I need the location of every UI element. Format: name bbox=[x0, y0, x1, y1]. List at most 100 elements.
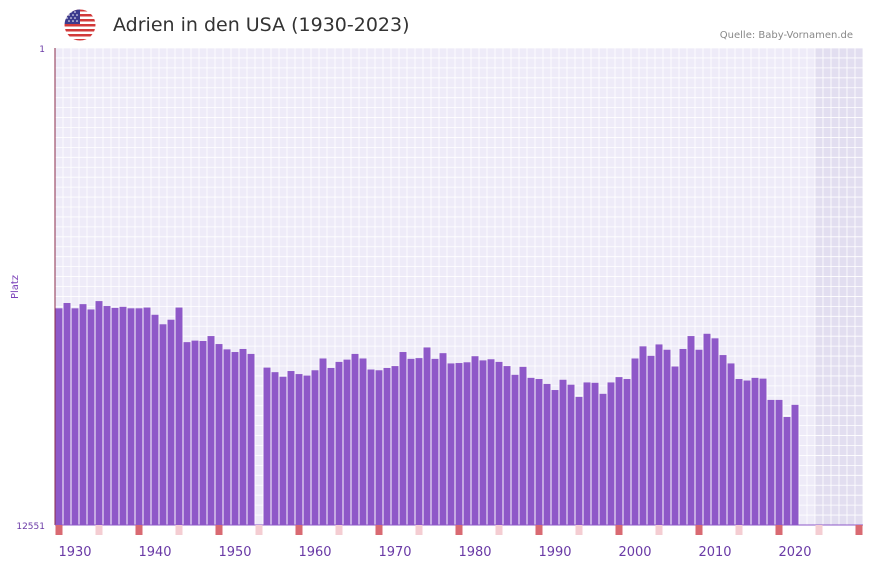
year-marker-2008 bbox=[695, 525, 703, 535]
year-marker-1933 bbox=[95, 525, 103, 535]
bar-1933 bbox=[95, 301, 103, 525]
bar-1943 bbox=[175, 307, 183, 525]
bar-2001 bbox=[639, 346, 647, 525]
bar-1944 bbox=[183, 342, 191, 525]
year-marker-2003 bbox=[655, 525, 663, 535]
bar-2011 bbox=[719, 355, 727, 525]
bar-1938 bbox=[135, 308, 143, 525]
bar-1948 bbox=[215, 344, 223, 525]
bar-2013 bbox=[735, 379, 743, 525]
bar-1946 bbox=[199, 341, 207, 525]
bar-1936 bbox=[119, 306, 127, 525]
bar-1995 bbox=[591, 382, 599, 525]
bar-1998 bbox=[615, 377, 623, 525]
bar-1955 bbox=[271, 372, 279, 525]
bar-1999 bbox=[623, 379, 631, 525]
x-tick-1940: 1940 bbox=[138, 545, 171, 560]
y-tick-bottom: 12551 bbox=[16, 522, 45, 532]
bar-1996 bbox=[599, 393, 607, 525]
bar-1952 bbox=[247, 353, 255, 525]
bar-2009 bbox=[703, 333, 711, 525]
year-marker-1988 bbox=[535, 525, 543, 535]
bar-1990 bbox=[551, 390, 559, 525]
bar-1957 bbox=[287, 371, 295, 525]
bar-1975 bbox=[431, 358, 439, 525]
bar-2014 bbox=[743, 380, 751, 525]
bar-1974 bbox=[423, 347, 431, 525]
year-marker-1973 bbox=[415, 525, 423, 535]
bar-2002 bbox=[647, 355, 655, 525]
x-tick-2000: 2000 bbox=[618, 545, 651, 560]
bar-1964 bbox=[343, 359, 351, 525]
year-marker-1993 bbox=[575, 525, 583, 535]
bar-1928 bbox=[55, 308, 63, 525]
bar-1963 bbox=[335, 361, 343, 525]
bar-1983 bbox=[495, 361, 503, 525]
bar-1934 bbox=[103, 306, 111, 525]
bar-1973 bbox=[415, 358, 423, 525]
bar-1970 bbox=[391, 366, 399, 525]
y-tick-top: 1 bbox=[39, 45, 45, 55]
decade-markers bbox=[55, 525, 863, 535]
bar-1977 bbox=[447, 363, 455, 525]
bar-2004 bbox=[663, 349, 671, 525]
year-marker-1978 bbox=[455, 525, 463, 535]
bar-1929 bbox=[63, 302, 71, 525]
bar-1994 bbox=[583, 382, 591, 525]
year-marker-1963 bbox=[335, 525, 343, 535]
year-marker-1958 bbox=[295, 525, 303, 535]
bar-1962 bbox=[327, 367, 335, 525]
bar-1992 bbox=[567, 384, 575, 525]
bar-2012 bbox=[727, 363, 735, 525]
bar-2000 bbox=[631, 358, 639, 525]
bar-2016 bbox=[759, 378, 767, 525]
bar-series bbox=[55, 301, 799, 525]
year-marker-1998 bbox=[615, 525, 623, 535]
bar-1950 bbox=[231, 352, 239, 525]
year-marker-2023 bbox=[815, 525, 823, 535]
chart-title: Adrien in den USA (1930-2023) bbox=[113, 14, 410, 36]
bar-1939 bbox=[143, 307, 151, 525]
bar-2007 bbox=[687, 336, 695, 525]
bar-1945 bbox=[191, 340, 199, 525]
bar-1969 bbox=[383, 367, 391, 525]
bar-1979 bbox=[463, 362, 471, 525]
year-marker-1928 bbox=[55, 525, 63, 535]
y-tick-labels: 1 12551 bbox=[16, 45, 45, 532]
bar-1988 bbox=[535, 379, 543, 525]
bar-1993 bbox=[575, 396, 583, 525]
bar-1980 bbox=[471, 356, 479, 525]
year-marker-1943 bbox=[175, 525, 183, 535]
bar-1987 bbox=[527, 377, 535, 525]
bar-1931 bbox=[79, 304, 87, 525]
bar-1951 bbox=[239, 348, 247, 525]
bar-1959 bbox=[303, 375, 311, 525]
bar-1971 bbox=[399, 352, 407, 525]
x-tick-1960: 1960 bbox=[298, 545, 331, 560]
bar-1982 bbox=[487, 359, 495, 525]
bar-1968 bbox=[375, 370, 383, 525]
bar-2018 bbox=[775, 399, 783, 525]
bar-2010 bbox=[711, 338, 719, 525]
bar-1986 bbox=[519, 366, 527, 525]
bar-2019 bbox=[783, 417, 791, 525]
x-tick-1980: 1980 bbox=[458, 545, 491, 560]
x-tick-labels: 1930 1940 1950 1960 1970 1980 1990 2000 2010 2020 bbox=[58, 545, 811, 560]
bar-1965 bbox=[351, 353, 359, 525]
bar-1954 bbox=[263, 367, 271, 525]
bar-2005 bbox=[671, 366, 679, 525]
bar-1935 bbox=[111, 307, 119, 525]
year-marker-1968 bbox=[375, 525, 383, 535]
bar-1947 bbox=[207, 336, 215, 525]
bar-1961 bbox=[319, 358, 327, 525]
x-tick-1970: 1970 bbox=[378, 545, 411, 560]
bar-1972 bbox=[407, 358, 415, 525]
bar-1984 bbox=[503, 366, 511, 525]
bar-1930 bbox=[71, 308, 79, 525]
usa-flag-icon bbox=[64, 9, 96, 41]
bar-1932 bbox=[87, 309, 95, 525]
year-marker-2028 bbox=[855, 525, 863, 535]
bar-1966 bbox=[359, 358, 367, 525]
bar-1941 bbox=[159, 324, 167, 525]
year-marker-1938 bbox=[135, 525, 143, 535]
